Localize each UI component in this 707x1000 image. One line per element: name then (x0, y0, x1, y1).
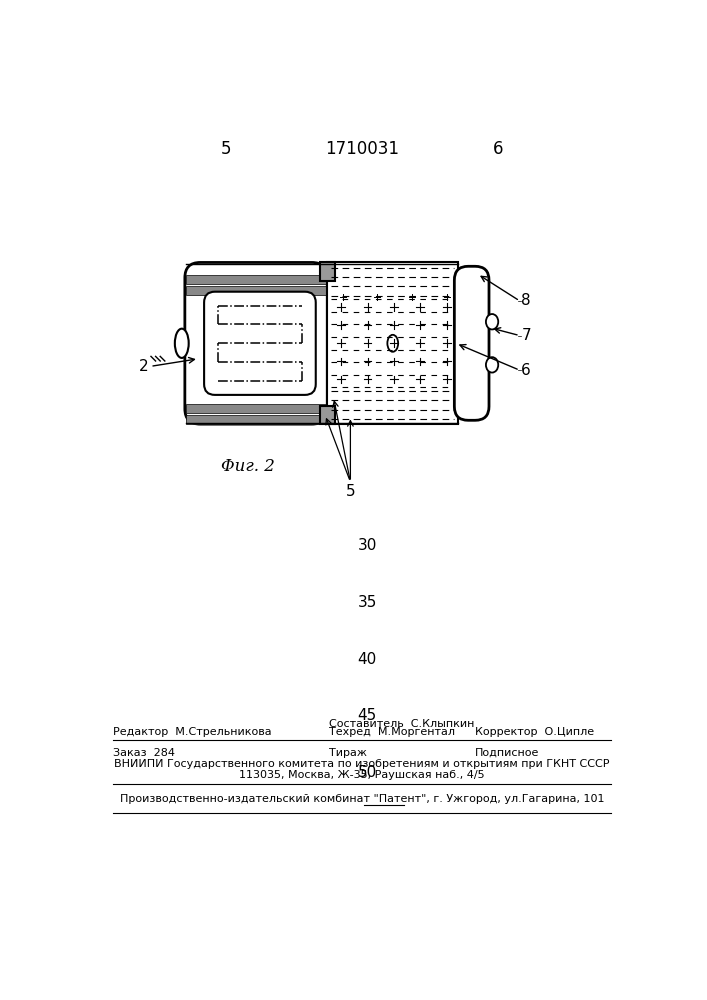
Ellipse shape (387, 335, 398, 352)
Ellipse shape (486, 357, 498, 373)
Ellipse shape (175, 329, 189, 358)
Text: 6: 6 (493, 140, 503, 158)
Text: Тираж: Тираж (329, 748, 367, 758)
Text: 5: 5 (221, 140, 232, 158)
Text: 50: 50 (358, 765, 377, 780)
Bar (320, 406, 335, 424)
Text: Заказ  284: Заказ 284 (113, 748, 175, 758)
Text: 45: 45 (358, 708, 377, 723)
Text: Φиг. 2: Φиг. 2 (221, 458, 275, 475)
FancyBboxPatch shape (185, 262, 327, 424)
Text: 7: 7 (521, 328, 531, 343)
Text: 6: 6 (521, 363, 531, 378)
Text: Составитель  С.Клыпкин: Составитель С.Клыпкин (329, 719, 474, 729)
Text: 5: 5 (346, 484, 355, 499)
FancyBboxPatch shape (455, 266, 489, 420)
FancyBboxPatch shape (204, 292, 316, 395)
Bar (187, 286, 326, 295)
Text: 2: 2 (139, 359, 148, 374)
Text: Техред  М.Моргентал: Техред М.Моргентал (329, 727, 455, 737)
Text: 1710031: 1710031 (325, 140, 399, 158)
Text: 8: 8 (521, 293, 531, 308)
Bar (320, 262, 335, 281)
Bar (187, 404, 326, 413)
Text: Корректор  О.Ципле: Корректор О.Ципле (475, 727, 595, 737)
Text: 113035, Москва, Ж-35, Раушская наб., 4/5: 113035, Москва, Ж-35, Раушская наб., 4/5 (239, 770, 485, 780)
Text: 40: 40 (358, 652, 377, 666)
Text: ВНИИПИ Государственного комитета по изобретениям и открытиям при ГКНТ СССР: ВНИИПИ Государственного комитета по изоб… (115, 759, 609, 769)
Text: Производственно-издательский комбинат "Патент", г. Ужгород, ул.Гагарина, 101: Производственно-издательский комбинат "П… (119, 794, 604, 804)
Bar (187, 275, 326, 284)
Bar (187, 415, 326, 424)
FancyBboxPatch shape (327, 262, 458, 424)
Text: Подписное: Подписное (475, 748, 539, 758)
Text: 35: 35 (358, 595, 377, 610)
Text: 30: 30 (358, 538, 377, 553)
Text: Редактор  М.Стрельникова: Редактор М.Стрельникова (113, 727, 272, 737)
Ellipse shape (486, 314, 498, 329)
